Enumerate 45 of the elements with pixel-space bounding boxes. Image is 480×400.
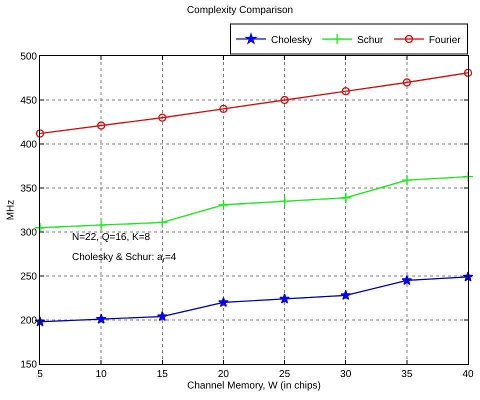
point <box>464 68 472 77</box>
x-tick-label: 5 <box>37 369 44 380</box>
x-tick-label: 15 <box>156 369 168 380</box>
x-tick-label: 10 <box>96 369 108 380</box>
annotation: N=22, Q=16, K=8 <box>72 232 151 243</box>
point <box>158 114 166 122</box>
point <box>96 314 106 324</box>
point <box>402 274 412 285</box>
y-tick-label: 500 <box>20 52 38 62</box>
chart-title: Complexity Comparison <box>186 5 294 16</box>
point <box>401 174 412 186</box>
point <box>36 129 44 138</box>
x-axis-title: Channel Memory, W (in chips) <box>187 380 321 392</box>
point <box>342 87 350 96</box>
point <box>340 290 351 300</box>
point <box>402 78 411 86</box>
y-tick-label: 300 <box>20 228 38 238</box>
legend-label: Schur <box>357 34 384 46</box>
y-tick-label: 400 <box>20 140 38 150</box>
point <box>157 310 168 322</box>
point <box>279 196 290 207</box>
point <box>219 104 228 113</box>
x-tick-label: 35 <box>401 369 413 380</box>
y-tick-label: 250 <box>20 272 38 282</box>
x-tick-label: 30 <box>340 369 352 380</box>
point <box>156 216 168 228</box>
x-tick-label: 40 <box>462 369 474 380</box>
point <box>279 293 290 304</box>
point <box>218 199 229 210</box>
point <box>280 96 289 104</box>
legend-label: Cholesky <box>271 34 312 46</box>
y-tick-label: 450 <box>20 96 38 106</box>
point <box>97 121 106 130</box>
point <box>462 171 474 182</box>
annotation: Cholesky & Schur: a$_{r}$=4 <box>72 252 177 264</box>
point <box>218 296 229 307</box>
y-tick-label: 350 <box>20 184 38 194</box>
y-axis-title: MHz <box>5 200 16 220</box>
point <box>340 192 352 204</box>
x-tick-label: 25 <box>279 369 291 380</box>
x-tick-label: 20 <box>218 369 230 380</box>
y-tick-label: 150 <box>20 360 38 370</box>
legend-label: Fourier <box>428 34 462 46</box>
y-tick-label: 200 <box>20 316 38 326</box>
point <box>96 219 107 230</box>
